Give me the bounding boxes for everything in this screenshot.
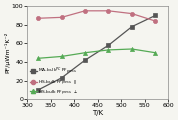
- Y-axis label: PF/μWm⁻¹K⁻²: PF/μWm⁻¹K⁻²: [4, 32, 10, 73]
- X-axis label: T/K: T/K: [92, 110, 103, 116]
- Legend: MA-bulk$^{PC}$ PF$_{press.}$, HS-bulk PF$_{press.}$ $\parallel$, HS-bulk PF$_{pr: MA-bulk$^{PC}$ PF$_{press.}$, HS-bulk PF…: [30, 65, 79, 97]
